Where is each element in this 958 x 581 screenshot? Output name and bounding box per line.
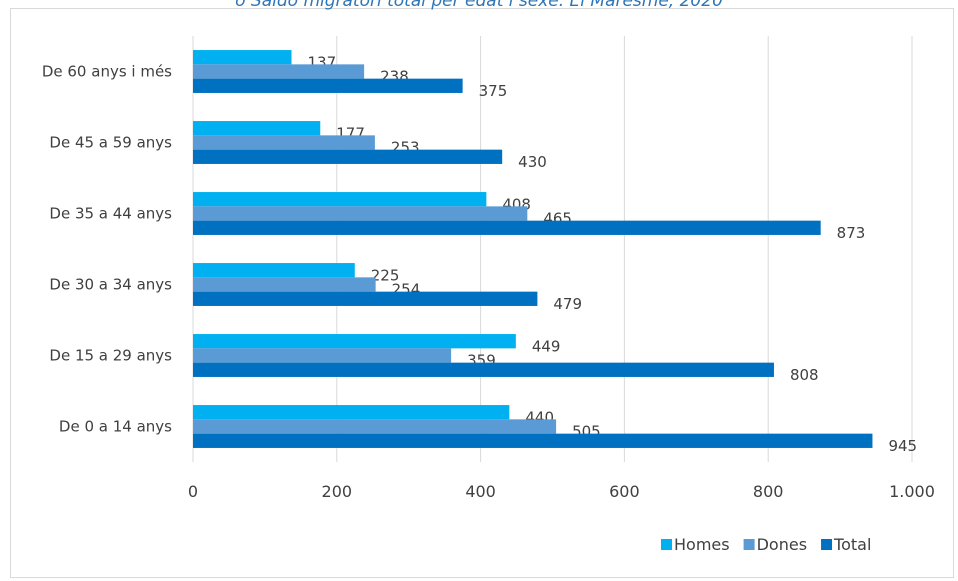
legend-swatch-dones [743, 539, 755, 550]
legend-label-total: Total [833, 535, 871, 554]
bar-dones [193, 419, 557, 434]
data-label: 479 [553, 295, 582, 313]
x-tick-label: 200 [322, 482, 353, 501]
x-tick-label: 400 [465, 482, 496, 501]
category-label: De 30 a 34 anys [49, 276, 172, 294]
bar-total [193, 220, 821, 235]
category-label: De 60 anys i més [42, 63, 172, 81]
bar-total [193, 291, 538, 306]
bar-total [193, 149, 503, 164]
bar-dones [193, 277, 376, 292]
data-label: 873 [837, 224, 866, 242]
bar-dones [193, 64, 365, 79]
bar-dones [193, 206, 528, 221]
bar-total [193, 78, 463, 93]
bar-homes [193, 192, 487, 207]
category-label: De 45 a 59 anys [49, 134, 172, 152]
legend-swatch-total [821, 539, 833, 550]
bar-homes [193, 263, 355, 278]
data-label: 945 [888, 437, 917, 455]
x-tick-label: 0 [188, 482, 198, 501]
x-tick-label: 800 [753, 482, 784, 501]
bar-homes [193, 334, 516, 349]
category-label: De 15 a 29 anys [49, 347, 172, 365]
data-label: 430 [518, 153, 547, 171]
bar-homes [193, 50, 292, 65]
legend-label-homes: Homes [674, 535, 730, 554]
legend-swatch-homes [661, 539, 672, 550]
data-label: 449 [532, 337, 561, 355]
bar-total [193, 362, 774, 377]
x-tick-label: 600 [609, 482, 640, 501]
bar-homes [193, 121, 321, 136]
category-label: De 0 a 14 anys [59, 418, 172, 436]
bar-total [193, 433, 873, 448]
bar-dones [193, 348, 452, 363]
data-label: 808 [790, 366, 819, 384]
bar-dones [193, 135, 375, 150]
legend-label-dones: Dones [757, 535, 807, 554]
x-tick-label: 1.000 [889, 482, 935, 501]
category-label: De 35 a 44 anys [49, 205, 172, 223]
bar-homes [193, 405, 510, 420]
data-label: 375 [479, 82, 508, 100]
data-label: 225 [371, 266, 400, 284]
chart-title: o Saldo migratori total per edat i sexe.… [235, 0, 723, 11]
